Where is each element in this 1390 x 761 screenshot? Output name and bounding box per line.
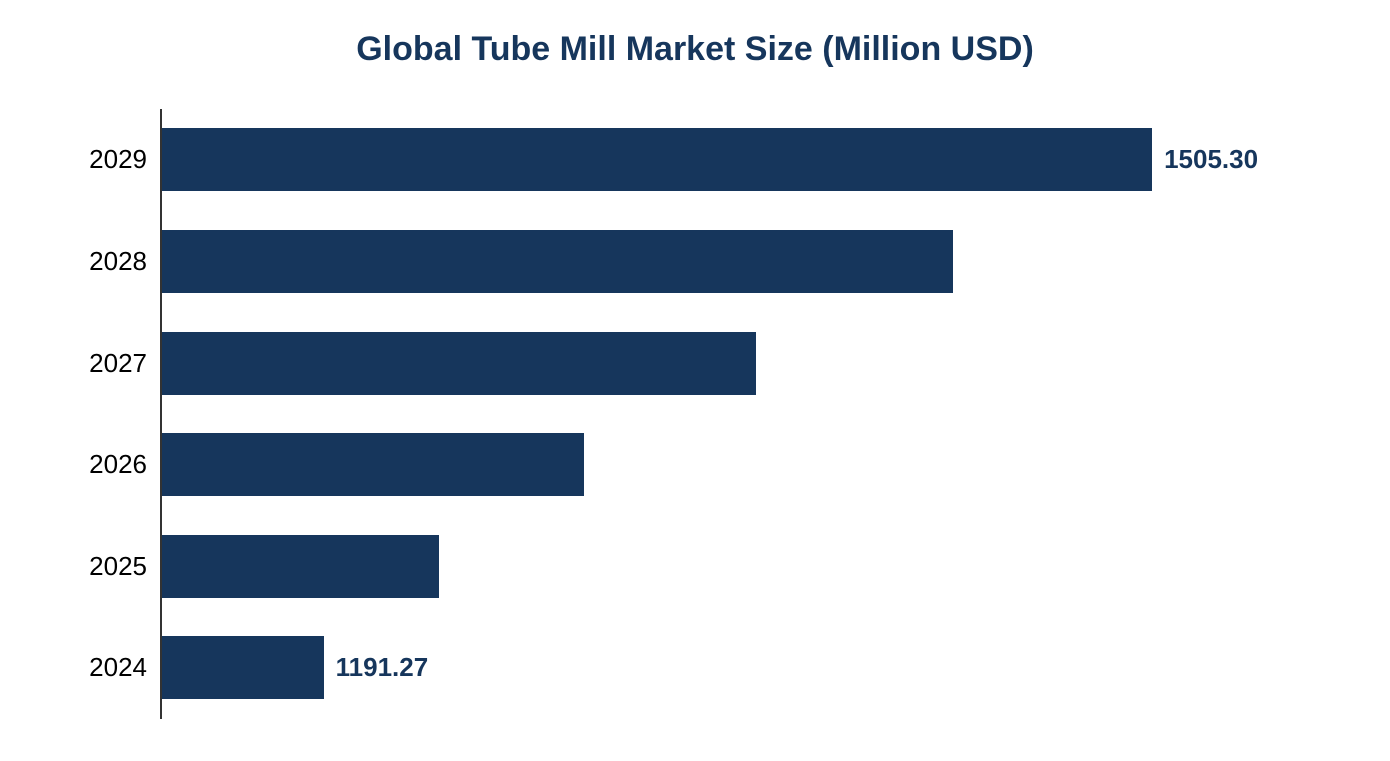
chart-plot-area: 20291505.30202820272026202520241191.27 [160, 109, 1270, 719]
bar-row: 2027 [162, 312, 1270, 414]
bar [162, 332, 756, 395]
y-axis-label: 2027 [62, 348, 147, 379]
value-label: 1505.30 [1152, 144, 1258, 175]
y-axis-label: 2024 [62, 652, 147, 683]
value-label: 1191.27 [324, 652, 429, 683]
bar-row: 20241191.27 [162, 617, 1270, 719]
bar [162, 636, 324, 699]
chart-container: 20291505.30202820272026202520241191.27 [60, 109, 1330, 749]
bar-row: 2025 [162, 516, 1270, 618]
bar [162, 230, 953, 293]
y-axis-label: 2025 [62, 551, 147, 582]
bar [162, 535, 439, 598]
bar-row: 2028 [162, 211, 1270, 313]
bar-row: 2026 [162, 414, 1270, 516]
y-axis-label: 2029 [62, 144, 147, 175]
chart-title: Global Tube Mill Market Size (Million US… [60, 30, 1330, 69]
bar-row: 20291505.30 [162, 109, 1270, 211]
y-axis-label: 2026 [62, 449, 147, 480]
y-axis-label: 2028 [62, 246, 147, 277]
bar [162, 433, 584, 496]
bar [162, 128, 1152, 191]
